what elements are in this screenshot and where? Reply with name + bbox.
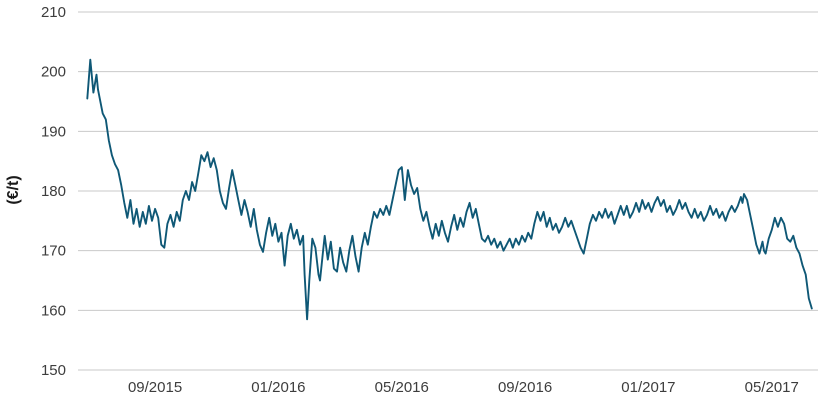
x-tick-label: 09/2016: [498, 379, 552, 396]
x-axis-tick-labels: 09/2015 01/2016 05/2016 09/2016 01/2017 05/20…: [128, 379, 799, 396]
y-tick-label: 200: [41, 64, 66, 81]
y-tick-label: 170: [41, 243, 66, 260]
x-tick-label: 09/2015: [128, 379, 182, 396]
y-axis-tick-labels: 150 160 170 180 190 200 210: [41, 4, 66, 379]
x-tick-label: 01/2016: [251, 379, 305, 396]
series-path-price: [86, 58, 813, 321]
y-tick-label: 210: [41, 4, 66, 21]
y-tick-label: 190: [41, 123, 66, 140]
gridlines-group: [78, 11, 818, 371]
x-tick-label: 01/2017: [621, 379, 675, 396]
price-series-line: [86, 58, 813, 321]
x-tick-label: 05/2017: [745, 379, 799, 396]
y-tick-label: 160: [41, 302, 66, 319]
x-tick-label: 05/2016: [375, 379, 429, 396]
y-axis-title: (€/t): [5, 175, 22, 204]
y-tick-label: 150: [41, 362, 66, 379]
y-tick-label: 180: [41, 183, 66, 200]
